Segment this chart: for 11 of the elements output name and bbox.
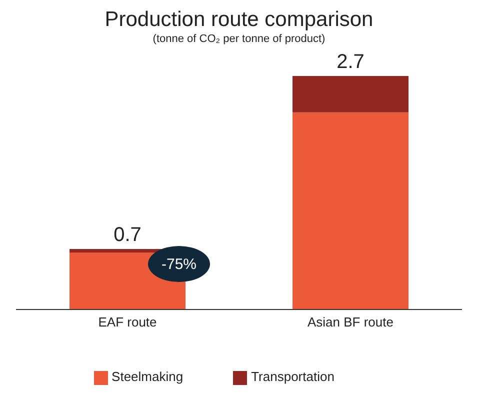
chart-subtitle: (tonne of CO₂ per tonne of product) <box>152 32 326 46</box>
legend-label: Transportation <box>251 369 334 384</box>
x-tick-label: EAF route <box>98 314 157 330</box>
chart-title: Production route comparison <box>104 8 374 32</box>
annotation: 2.7 <box>336 51 364 73</box>
annotation: 0.7 <box>114 224 142 246</box>
legend-label: Steelmaking <box>112 369 184 384</box>
x-tick-label: Asian BF route <box>308 314 394 330</box>
bar <box>292 76 409 112</box>
bar <box>292 112 409 310</box>
callout-badge: -75% <box>148 246 210 282</box>
